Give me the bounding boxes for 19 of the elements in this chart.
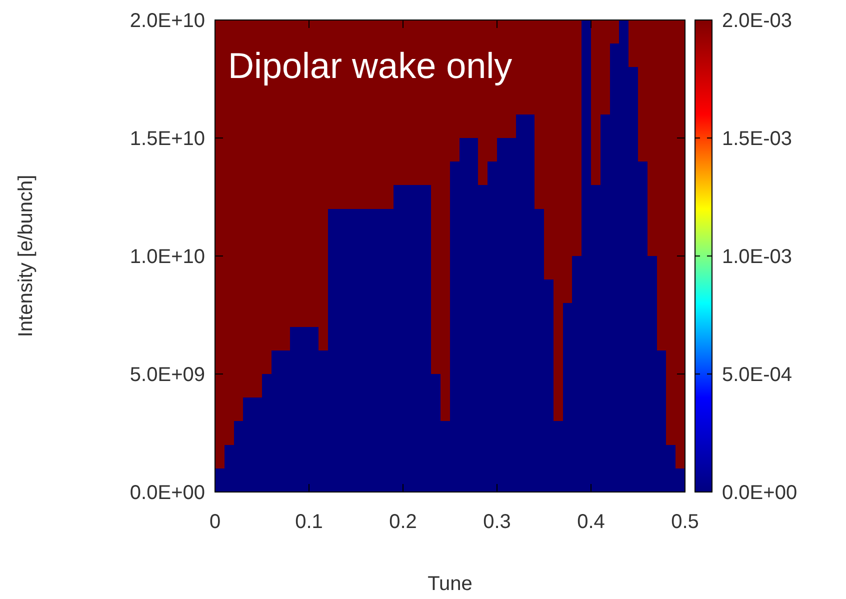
x-tick-label: 0.3: [483, 511, 511, 533]
text: Dipolar wake only: [228, 45, 512, 86]
x-tick-label: 0.5: [671, 511, 699, 533]
color-bar-label: 1.0E-03: [722, 246, 792, 268]
color-bar-label: 5.0E-04: [722, 364, 792, 386]
x-tick-label: 0.1: [295, 511, 323, 533]
x-tick-label: 0: [209, 511, 221, 533]
y-tick-label: 1.5E+10: [130, 128, 205, 150]
y-tick-label: 5.0E+09: [130, 364, 205, 386]
color-bar-label: 2.0E-03: [722, 10, 792, 32]
color-bar-label: 0.0E+00: [722, 482, 798, 504]
y-tick-label: 2.0E+10: [130, 10, 205, 32]
color-bar-label: 1.5E-03: [722, 128, 792, 150]
y-tick-label: 1.0E+10: [130, 246, 205, 268]
y-axis-title: Intensity [e/bunch]: [15, 174, 37, 338]
x-tick-label: 0.4: [577, 511, 605, 533]
y-tick-label: 0.0E+00: [130, 482, 205, 504]
x-axis-title: Tune: [428, 573, 472, 595]
x-tick-label: 0.2: [389, 511, 417, 533]
